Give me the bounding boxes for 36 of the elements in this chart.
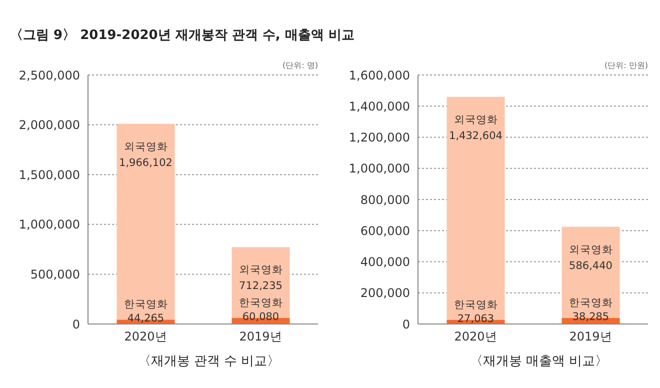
x-tick-label: 2020년 bbox=[454, 330, 497, 344]
y-tick-label: 400,000 bbox=[360, 255, 410, 270]
x-axis-title: 〈재개봉 매출액 비교〉 bbox=[468, 353, 610, 370]
y-tick-label: 1,000,000 bbox=[18, 218, 80, 232]
y-tick-label: 0 bbox=[72, 317, 80, 332]
y-tick-label: 600,000 bbox=[360, 224, 410, 238]
y-tick-label: 1,500,000 bbox=[18, 168, 80, 182]
x-axis-title: 〈재개봉 관객 수 비교〉 bbox=[136, 353, 282, 370]
y-tick-label: 1,000,000 bbox=[348, 162, 410, 176]
y-tick-label: 1,200,000 bbox=[348, 130, 410, 145]
series-label: 외국영화 bbox=[454, 114, 498, 126]
y-tick-label: 500,000 bbox=[30, 267, 80, 282]
series-label: 한국영화 bbox=[454, 298, 498, 311]
chart-title: 〈그림 9〉 2019-2020년 재개봉작 관객 수, 매출액 비교 bbox=[10, 27, 354, 44]
data-label: 1,432,604 bbox=[449, 130, 503, 142]
text: 한국영화 bbox=[568, 297, 613, 310]
x-tick-label: 2020년 bbox=[124, 330, 167, 344]
y-tick-label: 1,600,000 bbox=[348, 68, 410, 82]
text: 외국영화 bbox=[238, 264, 283, 276]
text: (단위: 명) bbox=[282, 60, 318, 71]
data-label: 586,440 bbox=[569, 260, 612, 272]
y-tick-label: 800,000 bbox=[360, 192, 410, 207]
text: (단위: 만원) bbox=[604, 60, 648, 71]
y-tick-label: 200,000 bbox=[360, 286, 410, 300]
y-tick-label: 2,500,000 bbox=[18, 68, 80, 82]
x-tick-label: 2019년 bbox=[239, 330, 282, 344]
text: 한국영화 bbox=[238, 297, 283, 310]
y-tick-label: 1,400,000 bbox=[348, 99, 410, 114]
y-tick-label: 2,000,000 bbox=[18, 118, 80, 132]
data-label: 1,966,102 bbox=[119, 156, 172, 169]
data-label: 712,235 bbox=[239, 280, 282, 292]
series-label: 한국영화 bbox=[124, 298, 168, 311]
x-tick-label: 2019년 bbox=[569, 330, 612, 344]
text: 외국영화 bbox=[568, 244, 613, 256]
series-label: 외국영화 bbox=[124, 140, 168, 153]
y-tick-label: 0 bbox=[402, 317, 410, 332]
